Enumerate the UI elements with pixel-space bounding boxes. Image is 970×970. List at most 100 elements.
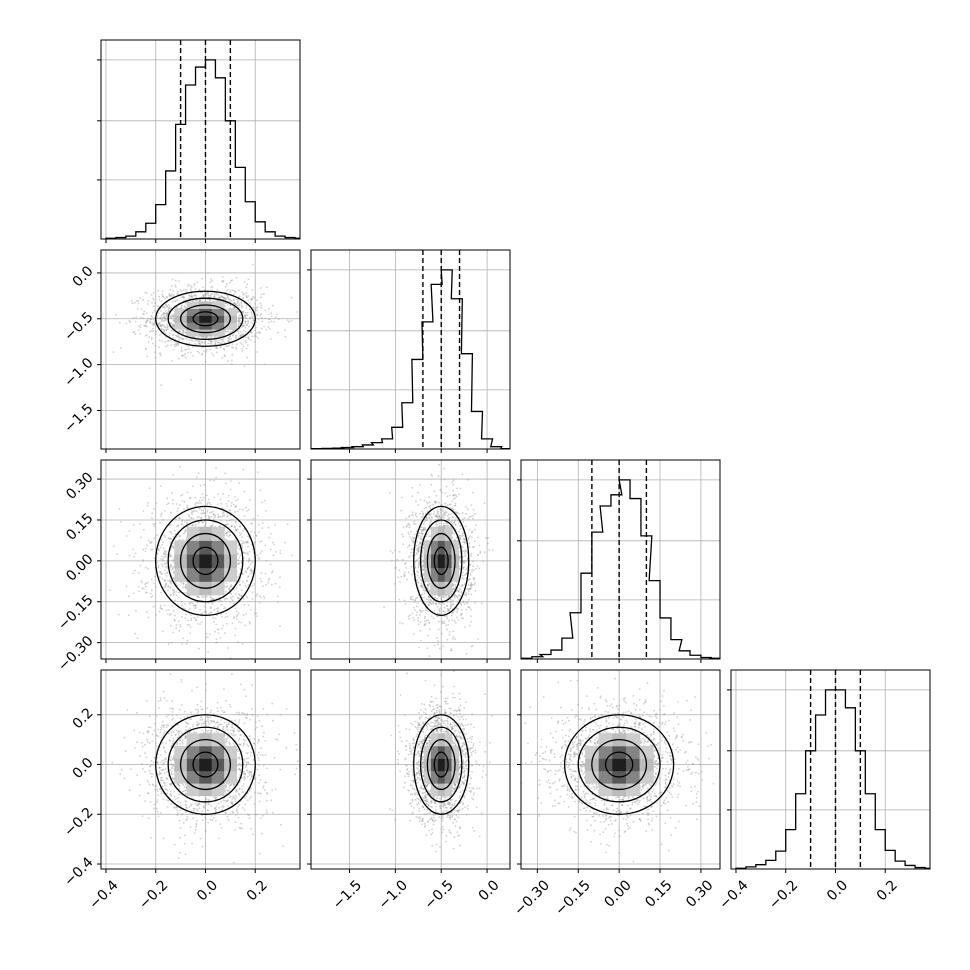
- sample-point: [215, 607, 218, 610]
- sample-point: [160, 316, 162, 319]
- sample-point: [443, 513, 446, 515]
- sample-point: [245, 506, 247, 509]
- sample-point: [224, 355, 227, 358]
- sample-point: [463, 538, 465, 541]
- sample-point: [419, 542, 422, 545]
- sample-point: [184, 349, 187, 351]
- sample-point: [157, 323, 160, 326]
- sample-point: [243, 490, 246, 493]
- sample-point: [219, 599, 222, 601]
- sample-point: [452, 611, 454, 614]
- sample-point: [238, 316, 240, 318]
- sample-point: [225, 612, 228, 615]
- sample-point: [225, 523, 228, 526]
- sample-point: [432, 601, 434, 604]
- sample-point: [250, 569, 253, 572]
- sample-point: [404, 602, 407, 605]
- sample-point: [185, 587, 188, 590]
- sample-point: [164, 604, 167, 607]
- sample-point: [172, 559, 175, 562]
- sample-point: [449, 649, 452, 652]
- sample-point: [420, 582, 423, 585]
- sample-point: [452, 599, 455, 601]
- sample-point: [407, 571, 410, 574]
- panel-2-1: [307, 459, 511, 663]
- sample-point: [219, 637, 222, 639]
- sample-point: [153, 557, 156, 560]
- sample-point: [415, 597, 417, 600]
- sample-point: [461, 550, 464, 553]
- sample-point: [228, 345, 231, 347]
- sample-point: [202, 509, 205, 512]
- sample-point: [221, 338, 224, 341]
- sample-point: [254, 341, 256, 343]
- sample-point: [147, 317, 150, 320]
- sample-point: [155, 330, 158, 333]
- sample-point: [448, 517, 451, 519]
- sample-point: [241, 542, 244, 545]
- sample-point: [206, 503, 209, 506]
- sample-point: [144, 583, 147, 585]
- sample-point: [169, 586, 172, 589]
- sample-point: [471, 568, 473, 571]
- sample-point: [165, 319, 168, 321]
- sample-point: [264, 317, 267, 320]
- sample-point: [166, 328, 169, 330]
- sample-point: [225, 302, 227, 304]
- sample-point: [220, 603, 223, 606]
- sample-point: [464, 550, 467, 553]
- sample-point: [196, 516, 199, 519]
- sample-point: [172, 572, 175, 574]
- sample-point: [250, 299, 253, 301]
- sample-point: [167, 643, 170, 646]
- sample-point: [202, 286, 204, 289]
- sample-point: [403, 575, 406, 578]
- sample-point: [251, 298, 253, 301]
- sample-point: [202, 512, 205, 515]
- sample-point: [237, 593, 240, 595]
- sample-point: [202, 295, 205, 298]
- sample-point: [217, 299, 220, 302]
- sample-point: [230, 585, 233, 587]
- sample-point: [394, 567, 396, 569]
- sample-point: [460, 614, 462, 617]
- sample-point: [235, 303, 238, 306]
- sample-point: [223, 632, 226, 634]
- tick-marks: [97, 272, 256, 453]
- sample-point: [447, 524, 449, 527]
- sample-point: [161, 544, 164, 546]
- sample-point: [245, 541, 248, 544]
- sample-point: [230, 279, 233, 282]
- sample-point: [189, 288, 192, 291]
- sample-point: [470, 621, 473, 623]
- sample-point: [259, 552, 262, 555]
- sample-point: [196, 595, 198, 598]
- sample-point: [159, 546, 162, 549]
- sample-point: [459, 588, 461, 591]
- sample-point: [402, 573, 405, 576]
- sample-point: [230, 597, 233, 600]
- sample-point: [177, 342, 180, 345]
- sample-point: [183, 305, 186, 308]
- sample-point: [215, 638, 218, 640]
- sample-point: [198, 499, 201, 502]
- sample-point: [192, 299, 195, 302]
- sample-point: [252, 319, 255, 322]
- sample-point: [465, 550, 468, 553]
- sample-point: [411, 536, 414, 539]
- sample-point: [202, 294, 205, 297]
- sample-point: [437, 643, 439, 646]
- sample-point: [165, 304, 167, 307]
- sample-point: [422, 529, 425, 532]
- sample-point: [169, 565, 172, 567]
- sample-point: [142, 528, 145, 531]
- sample-point: [454, 638, 457, 640]
- sample-point: [216, 351, 218, 354]
- density-cell: [199, 315, 213, 323]
- sample-point: [202, 350, 205, 352]
- sample-point: [224, 342, 226, 344]
- sample-point: [236, 546, 239, 549]
- sample-point: [231, 353, 234, 356]
- sample-point: [146, 501, 149, 504]
- sample-point: [171, 334, 174, 336]
